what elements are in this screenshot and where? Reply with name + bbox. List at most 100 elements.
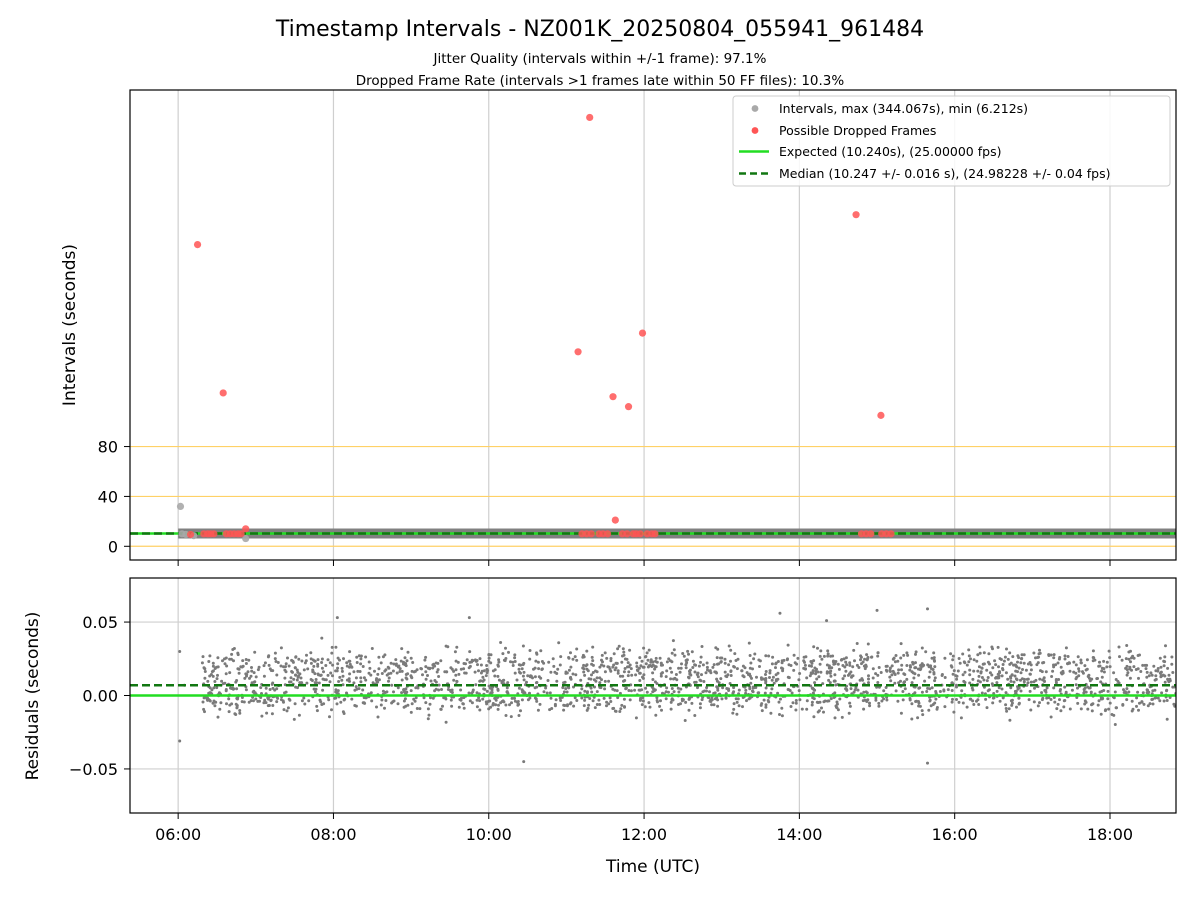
residual-point [926, 686, 930, 690]
residual-point [1026, 681, 1030, 685]
residual-point [594, 669, 597, 673]
residual-point [828, 681, 832, 685]
residual-point [426, 707, 430, 711]
residual-point [724, 696, 728, 700]
residual-point [519, 709, 522, 713]
residual-point [1003, 655, 1007, 659]
residual-point [500, 700, 504, 703]
residual-point [779, 697, 782, 701]
residual-point [512, 696, 516, 700]
residual-point [603, 687, 607, 691]
residual-point [906, 653, 910, 657]
residual-point [1038, 701, 1041, 705]
residual-point [1007, 707, 1011, 711]
residual-point [537, 667, 541, 671]
residual-point [867, 674, 870, 678]
residual-point [732, 702, 736, 706]
residual-point [1108, 701, 1112, 705]
residual-point [971, 699, 975, 703]
residual-point [1083, 664, 1087, 668]
residual-point [965, 663, 969, 667]
residual-point [237, 667, 241, 671]
residual-point [694, 680, 698, 684]
residual-point [551, 657, 555, 661]
residual-point [334, 688, 338, 692]
residual-point [991, 647, 994, 651]
residual-point [499, 641, 503, 644]
residual-point [490, 688, 494, 692]
residual-point [902, 680, 906, 684]
residual-point [1042, 676, 1046, 680]
residual-point [774, 661, 778, 665]
residual-point [884, 686, 888, 689]
interval-point-3 [242, 534, 250, 543]
residual-point [1004, 707, 1008, 710]
residual-point [828, 671, 832, 675]
residual-point [677, 690, 681, 694]
residual-point [834, 660, 838, 663]
residual-point [1001, 663, 1005, 666]
residual-point [554, 698, 558, 702]
residual-point [501, 679, 505, 682]
residual-point [1025, 683, 1029, 687]
residual-point [985, 679, 989, 683]
residual-point [744, 688, 748, 692]
residual-point [1019, 671, 1023, 675]
residual-point [768, 669, 772, 673]
residual-point [294, 655, 298, 659]
residual-point [305, 681, 309, 685]
residual-point [1011, 655, 1015, 659]
residual-point [522, 678, 526, 682]
residual-point [416, 686, 420, 690]
residual-point [996, 676, 1000, 680]
residual-point [339, 700, 343, 704]
intervals-ytick-label-2: 80 [98, 438, 118, 457]
residual-point [1154, 674, 1158, 678]
residual-point [771, 655, 775, 659]
residual-point [475, 705, 479, 709]
residual-point [1095, 677, 1099, 681]
residual-point [934, 697, 938, 701]
residual-point [772, 681, 776, 685]
residual-point [1051, 669, 1055, 673]
residual-point [1068, 707, 1072, 711]
residual-point [932, 671, 936, 674]
residual-point [999, 658, 1003, 661]
residual-point [833, 716, 837, 720]
residual-point [981, 662, 985, 666]
residual-point [743, 666, 747, 670]
residual-point [910, 702, 914, 706]
residual-point [925, 690, 929, 693]
residual-point [812, 645, 816, 649]
residual-point [641, 699, 645, 703]
residual-point [411, 661, 415, 664]
residual-point [674, 673, 678, 676]
time-xlabel: Time (UTC) [605, 857, 700, 877]
residual-point [673, 653, 677, 657]
residual-point [764, 703, 768, 707]
residual-point [202, 707, 206, 711]
residual-point [621, 647, 625, 651]
residual-point [804, 655, 808, 659]
residual-point [786, 657, 789, 661]
residual-point [706, 668, 709, 672]
residual-point [968, 673, 972, 677]
residual-point [517, 686, 521, 690]
residual-point [244, 662, 248, 665]
residual-extreme-point-4 [926, 761, 930, 765]
residual-point [359, 676, 363, 680]
residual-point [320, 657, 324, 661]
residual-point [398, 670, 402, 673]
residual-point [978, 645, 982, 649]
residual-point [708, 699, 712, 703]
residual-point [410, 669, 414, 673]
residual-point [516, 703, 520, 707]
residual-point [487, 707, 491, 711]
time-xtick-label-0: 06:00 [155, 825, 201, 844]
residual-point [1092, 656, 1096, 660]
residual-point [997, 686, 1001, 690]
residual-point [609, 659, 613, 663]
residual-point [852, 690, 856, 694]
residual-point [1160, 691, 1164, 695]
residual-point [877, 704, 881, 708]
